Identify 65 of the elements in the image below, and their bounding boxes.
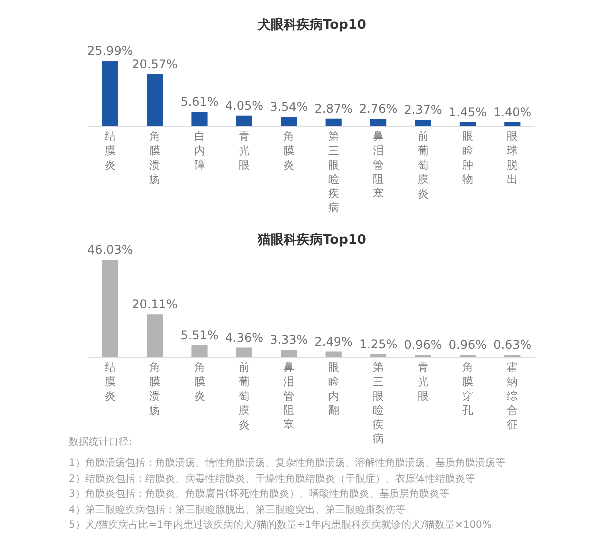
data-label: 3.33%: [270, 332, 308, 347]
bar: [102, 61, 118, 126]
x-tick-label: 霍纳综合征: [507, 361, 518, 432]
x-tick-label: 角膜炎: [194, 361, 206, 403]
text: 4）第三眼睑疾病包括：第三眼睑腺脱出、第三眼睑突出、第三眼睑撕裂伤等: [69, 504, 406, 516]
x-tick-label: 白内障: [194, 130, 206, 172]
data-label: 2.76%: [359, 102, 398, 116]
x-tick-label: 青光眼: [418, 361, 429, 403]
bar: [326, 352, 342, 357]
data-label: 2.87%: [314, 102, 353, 116]
bar: [460, 122, 476, 126]
bar: [281, 117, 298, 126]
x-tick-label: 眼球脱出: [507, 130, 518, 186]
text: 数据统计口径:: [69, 436, 132, 448]
data-label: 2.37%: [404, 103, 442, 118]
text: 5）犬/猫疾病占比=1年内患过该疾病的犬/猫的数量÷1年内患眼科疾病就诊的犬/猫数量×100%: [69, 519, 492, 531]
x-tick-label: 角膜穿孔: [462, 361, 474, 418]
bar: [281, 350, 298, 357]
x-tick-label: 眼睑肿物: [462, 130, 474, 186]
data-label: 3.54%: [270, 100, 308, 114]
bar: [370, 119, 387, 126]
bar: [236, 348, 252, 357]
x-tick-label: 眼睑内翻: [328, 361, 340, 418]
data-label: 4.05%: [225, 98, 264, 113]
x-tick-label: 角膜炎: [284, 130, 295, 172]
x-tick-label: 前葡萄膜炎: [418, 130, 429, 200]
text: 3）角膜炎包括：角膜炎、角膜腐骨(坏死性角膜炎）、嗜酸性角膜炎、基质层角膜炎等: [69, 488, 450, 500]
chart-title: 猫眼科疾病Top10: [257, 232, 366, 248]
text: 1）角膜溃疡包括：角膜溃疡、惰性角膜溃疡、复杂性角膜溃疡、溶解性角膜溃疡、基质角膜溃疡等: [69, 457, 506, 469]
data-label: 0.63%: [494, 338, 532, 352]
x-tick-label: 青光眼: [238, 130, 250, 172]
data-label: 0.96%: [448, 338, 488, 352]
data-label: 1.40%: [494, 106, 532, 120]
data-label: 5.51%: [180, 328, 219, 342]
x-tick-label: 鼻泪管阻塞: [284, 361, 295, 432]
bar: [192, 345, 208, 357]
bar: [504, 122, 521, 126]
data-label: 25.99%: [87, 44, 134, 58]
bar: [147, 314, 164, 357]
x-tick-label: 前葡萄膜炎: [238, 361, 250, 432]
data-label: 46.03%: [87, 243, 134, 257]
chart-title: 犬眼科疾病Top10: [258, 17, 366, 33]
data-label: 20.11%: [132, 298, 178, 312]
bar: [415, 120, 432, 126]
bar: [102, 260, 118, 357]
data-label: 5.61%: [180, 94, 219, 109]
data-label: 0.96%: [404, 338, 442, 352]
data-label: 4.36%: [225, 330, 264, 345]
bar: [147, 74, 164, 126]
data-label: 20.57%: [132, 58, 178, 72]
bar: [370, 354, 387, 357]
x-tick-label: 第三眼睑疾病: [373, 361, 384, 446]
x-tick-label: 角膜溃疡: [150, 361, 161, 418]
bar: [326, 118, 342, 126]
data-label: 1.25%: [359, 337, 398, 352]
x-tick-label: 角膜溃疡: [150, 130, 161, 186]
x-tick-label: 结膜炎: [104, 130, 116, 172]
x-tick-label: 第三眼睑疾病: [328, 130, 340, 215]
text: 2）结膜炎包括：结膜炎、病毒性结膜炎、干燥性角膜结膜炎（干眼症）、衣原体性结膜炎等: [69, 473, 476, 485]
bar: [192, 112, 208, 126]
x-tick-label: 鼻泪管阻塞: [373, 130, 384, 200]
data-label: 2.49%: [314, 334, 353, 349]
data-label: 1.45%: [448, 105, 488, 120]
x-tick-label: 结膜炎: [104, 361, 116, 403]
bar: [236, 116, 252, 126]
